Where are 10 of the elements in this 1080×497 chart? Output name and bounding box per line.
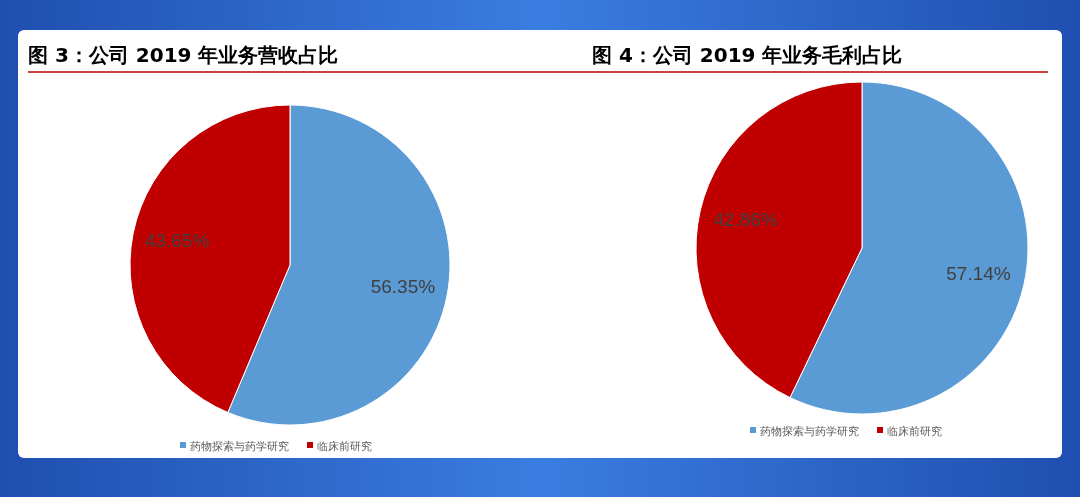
chart-title: 图 4：公司 2019 年业务毛利占比 [592,43,903,67]
legend-label: 临床前研究 [887,425,942,438]
legend-label: 临床前研究 [317,440,372,453]
data-label: 42.86% [713,209,778,231]
legend-label: 药物探索与药学研究 [190,440,289,453]
data-label: 57.14% [946,262,1011,284]
chart-title: 图 3：公司 2019 年业务营收占比 [28,43,339,67]
data-label: 56.35% [370,275,436,297]
legend-label: 药物探索与药学研究 [760,425,859,438]
data-label: 43.65% [144,230,210,252]
